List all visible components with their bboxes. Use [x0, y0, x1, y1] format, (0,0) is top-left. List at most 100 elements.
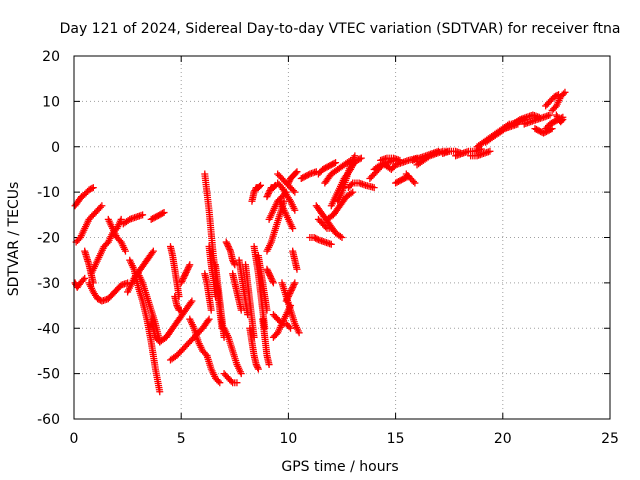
- y-tick-label: -10: [37, 185, 60, 201]
- data-point: [486, 147, 494, 155]
- data-point: [291, 279, 299, 287]
- data-point: [267, 273, 275, 281]
- data-point: [254, 365, 262, 373]
- data-point: [284, 294, 292, 302]
- data-point: [288, 285, 296, 293]
- data-point: [370, 184, 378, 192]
- data-point: [547, 125, 555, 133]
- data-point: [253, 362, 261, 370]
- data-point: [180, 273, 188, 281]
- data-point: [223, 240, 231, 248]
- data-point: [409, 178, 417, 186]
- data-point: [284, 292, 292, 300]
- data-point: [291, 206, 299, 214]
- data-point: [98, 202, 106, 210]
- data-point: [177, 306, 185, 314]
- data-point: [290, 280, 298, 288]
- data-point: [181, 271, 189, 279]
- data-point: [264, 268, 272, 276]
- y-tick-label: -50: [37, 367, 60, 383]
- data-point: [96, 203, 104, 211]
- data-point: [293, 265, 301, 273]
- data-point: [184, 265, 192, 273]
- data-point: [255, 182, 263, 190]
- data-point: [265, 188, 273, 196]
- data-point: [289, 282, 297, 290]
- data-point: [159, 209, 167, 217]
- data-point: [289, 187, 297, 195]
- x-tick-label: 15: [387, 431, 405, 447]
- data-point: [264, 191, 272, 199]
- data-point: [160, 209, 168, 217]
- data-point: [287, 286, 295, 294]
- data-point: [205, 315, 213, 323]
- data-point: [207, 306, 215, 314]
- data-point: [289, 283, 297, 291]
- data-point: [559, 116, 567, 124]
- data-point: [286, 289, 294, 297]
- data-point: [322, 223, 330, 231]
- data-point: [552, 111, 560, 119]
- data-point: [284, 179, 292, 187]
- data-point: [224, 241, 232, 249]
- data-point: [285, 291, 293, 299]
- data-point: [222, 238, 230, 246]
- data-point: [252, 361, 260, 369]
- data-point: [282, 297, 290, 305]
- data-point: [88, 184, 96, 192]
- data-point: [263, 193, 271, 201]
- y-tick-label: 10: [42, 94, 60, 110]
- data-point: [186, 261, 194, 269]
- data-point: [291, 188, 299, 196]
- data-point: [338, 234, 346, 241]
- data-point: [156, 388, 164, 396]
- data-point: [149, 247, 157, 255]
- data-point: [292, 169, 300, 177]
- data-point: [283, 296, 291, 304]
- data-point: [233, 379, 241, 387]
- data-point: [89, 184, 97, 192]
- data-point: [225, 244, 233, 252]
- data-point: [214, 377, 222, 385]
- data-point: [139, 211, 147, 219]
- data-point: [178, 277, 186, 285]
- x-tick-label: 20: [494, 431, 512, 447]
- data-point: [265, 270, 273, 278]
- data-point: [182, 268, 190, 276]
- data-point: [411, 179, 419, 187]
- x-tick-label: 10: [279, 431, 297, 447]
- y-tick-label: -60: [37, 412, 60, 428]
- data-point: [351, 152, 359, 160]
- data-point: [229, 256, 237, 264]
- data-point: [229, 258, 237, 266]
- data-point: [188, 297, 196, 305]
- data-point: [285, 323, 293, 331]
- x-tick-label: 5: [177, 431, 186, 447]
- data-point: [313, 235, 321, 243]
- chart-title: Day 121 of 2024, Sidereal Day-to-day VTE…: [60, 21, 621, 37]
- data-point: [181, 270, 189, 278]
- data-point: [269, 277, 277, 285]
- data-point: [264, 190, 272, 198]
- data-point: [179, 276, 187, 284]
- data-point: [330, 159, 338, 167]
- data-point: [79, 276, 87, 284]
- data-point: [287, 324, 295, 332]
- data-point: [204, 317, 212, 325]
- data-point: [287, 288, 295, 296]
- data-point: [263, 306, 271, 314]
- data-point: [553, 113, 561, 120]
- data-point: [548, 125, 556, 133]
- data-point: [268, 276, 276, 284]
- data-point: [327, 240, 335, 248]
- data-point: [561, 88, 569, 96]
- data-point: [295, 329, 303, 337]
- tick-labels: 0 5 10 15 20 25 -60 -50 -40 -30 -20 -10 0 10 20: [37, 49, 619, 447]
- data-point: [230, 259, 238, 267]
- data-point: [224, 243, 232, 251]
- data-point: [270, 182, 278, 190]
- x-tick-label: 25: [601, 431, 619, 447]
- data-point: [177, 279, 185, 287]
- data-point: [237, 370, 245, 378]
